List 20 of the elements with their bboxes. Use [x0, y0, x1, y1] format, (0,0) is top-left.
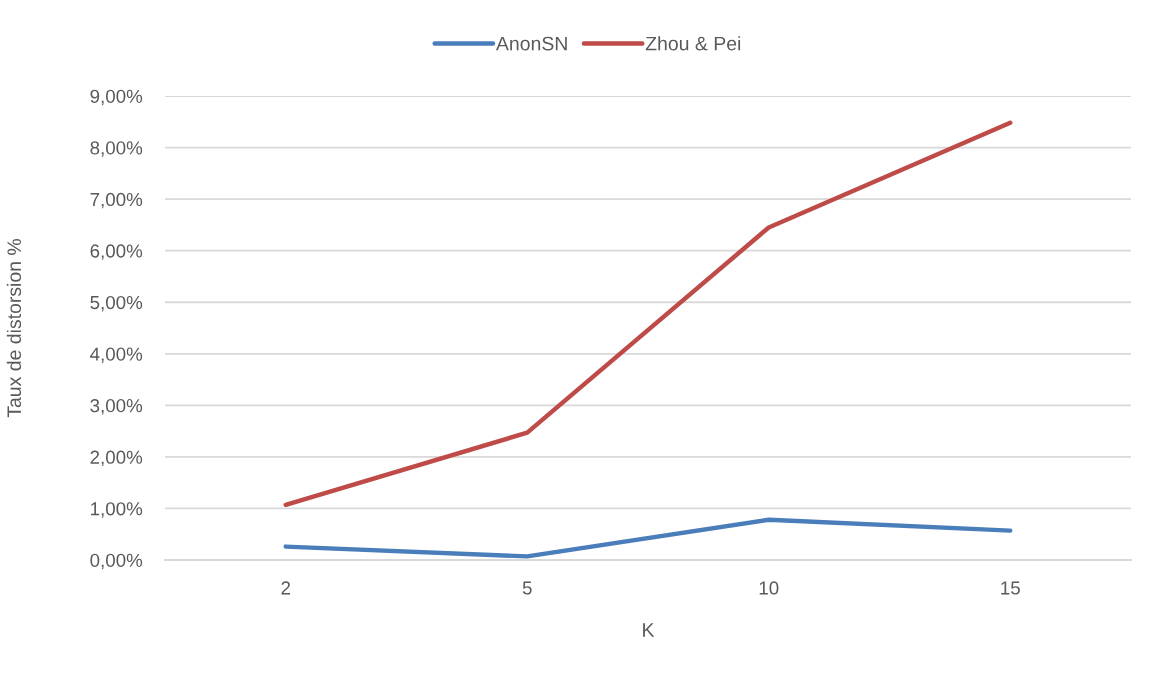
y-tick-label: 2,00%	[90, 450, 143, 467]
y-tick-label: 7,00%	[90, 192, 143, 209]
y-tick-label: 1,00%	[91, 502, 143, 518]
y-tick-label: 8,00%	[90, 141, 143, 157]
legend-label: AnonSN	[495, 36, 567, 51]
y-tick-label: 6,00%	[90, 244, 143, 260]
y-tick-label: 5,00%	[90, 295, 143, 312]
y-tick-label: 4,00%	[90, 347, 143, 363]
x-tick-label: 5	[522, 581, 532, 595]
x-tick-label: 15	[1001, 581, 1020, 595]
x-tick-label: 10	[759, 581, 779, 595]
y-tick-label: 0,00%	[90, 553, 143, 570]
line-series	[283, 120, 1013, 508]
line-series	[283, 517, 1013, 559]
y-axis-title: Taux de distorsion %	[6, 238, 22, 418]
y-tick-label: 9,00%	[90, 89, 143, 106]
legend-label: Zhou & Pei	[645, 36, 741, 51]
x-tick-label: 2	[281, 581, 291, 595]
y-tick-label: 3,00%	[90, 399, 143, 415]
x-axis-title: K	[643, 623, 655, 637]
